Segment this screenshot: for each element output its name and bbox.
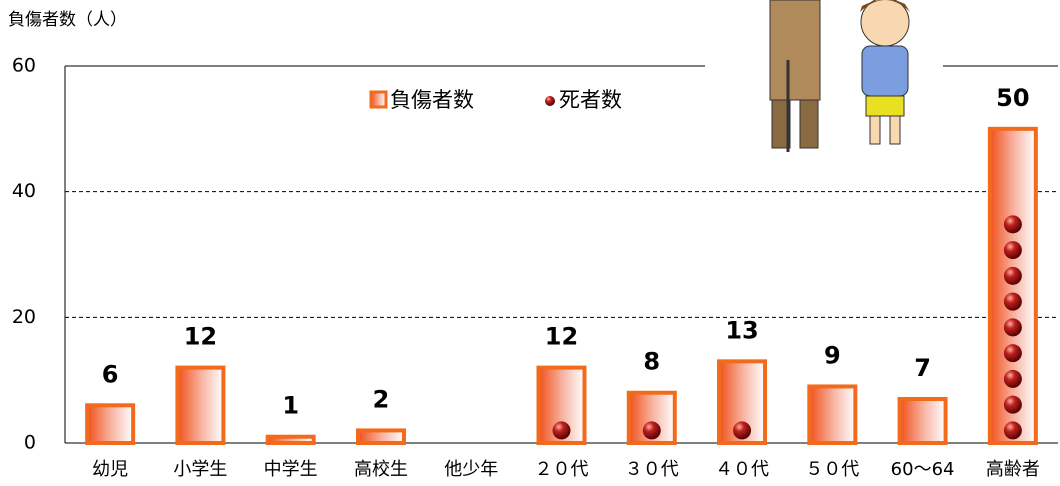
x-tick-label: 小学生 xyxy=(173,459,227,480)
bar xyxy=(900,399,946,443)
death-marker xyxy=(733,421,751,439)
value-label: 13 xyxy=(725,316,758,344)
x-tick-label: ５０代 xyxy=(805,459,859,480)
bar xyxy=(87,405,133,443)
death-marker xyxy=(1004,215,1022,233)
value-label: 12 xyxy=(184,323,217,351)
value-label: 9 xyxy=(824,341,841,369)
death-marker xyxy=(1004,396,1022,414)
value-label: 7 xyxy=(914,354,931,382)
x-tick-label: ２０代 xyxy=(535,459,589,480)
value-label: 6 xyxy=(102,360,119,388)
value-label: 1 xyxy=(282,392,299,420)
value-label: 8 xyxy=(643,348,660,376)
death-marker xyxy=(1004,344,1022,362)
y-tick-label: 60 xyxy=(12,55,36,77)
x-tick-label: ４０代 xyxy=(715,459,769,480)
y-tick-label: 0 xyxy=(24,432,36,454)
bar xyxy=(177,368,223,443)
bar xyxy=(809,386,855,443)
value-label: 2 xyxy=(373,385,390,413)
illustration xyxy=(705,0,943,160)
legend-marker xyxy=(545,96,555,106)
death-marker xyxy=(1004,318,1022,336)
death-marker xyxy=(1004,293,1022,311)
y-axis-label: 負傷者数（人） xyxy=(8,10,127,30)
value-label: 12 xyxy=(545,323,578,351)
death-marker xyxy=(1004,267,1022,285)
bar xyxy=(358,430,404,443)
legend-swatch xyxy=(371,92,386,107)
legend-label: 死者数 xyxy=(559,88,622,112)
x-tick-label: 高齢者 xyxy=(986,459,1040,480)
death-marker xyxy=(643,421,661,439)
x-tick-label: ３０代 xyxy=(625,459,679,480)
legend-label: 負傷者数 xyxy=(390,88,474,112)
y-tick-label: 40 xyxy=(12,180,36,202)
x-tick-label: 60～64 xyxy=(891,459,955,480)
death-marker xyxy=(1004,421,1022,439)
y-tick-label: 20 xyxy=(12,306,36,328)
value-label: 50 xyxy=(996,84,1029,112)
bar xyxy=(268,437,314,443)
chart: 負傷者数（人） 0 20 40 60 幼児 6 小学生 12 中学生 1 高校生 2 他少年 ２０代 12 ３… xyxy=(0,0,1060,486)
death-marker xyxy=(553,421,571,439)
x-tick-label: 幼児 xyxy=(92,459,128,480)
x-tick-label: 中学生 xyxy=(264,459,318,480)
x-tick-label: 高校生 xyxy=(354,459,408,480)
x-tick-label: 他少年 xyxy=(444,459,498,480)
death-marker xyxy=(1004,370,1022,388)
death-marker xyxy=(1004,241,1022,259)
